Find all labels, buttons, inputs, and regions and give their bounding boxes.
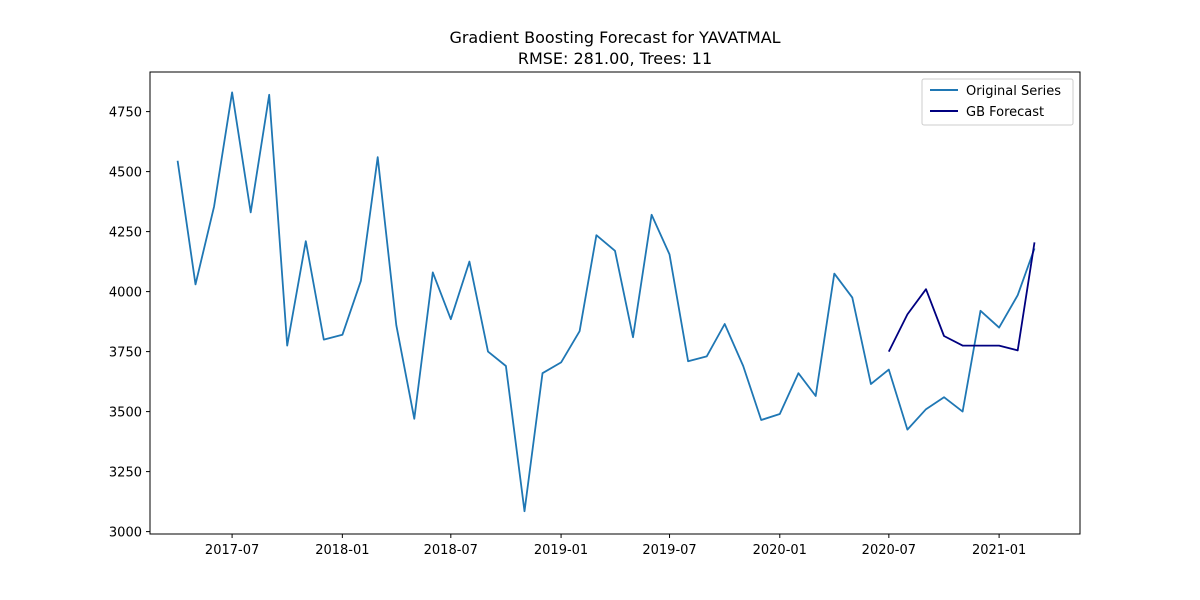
legend-label-original-series: Original Series (966, 84, 1061, 99)
x-tick-label: 2018-01 (315, 543, 369, 558)
y-tick-label: 4000 (109, 286, 142, 301)
series-line-gb-forecast (887, 242, 1036, 353)
y-tick-label: 3250 (109, 466, 142, 481)
y-tick-label: 4750 (109, 106, 142, 121)
legend-label-gb-forecast: GB Forecast (966, 105, 1044, 120)
legend: Original Series GB Forecast (921, 78, 1074, 126)
y-tick-label: 4250 (109, 226, 142, 241)
plot-area (149, 71, 1081, 535)
y-axis: 3000 3250 3500 3750 4000 4250 4500 4750 (109, 106, 150, 541)
y-tick-label: 3000 (109, 526, 142, 541)
x-tick-label: 2019-01 (534, 543, 588, 558)
x-tick-label: 2017-07 (205, 543, 259, 558)
y-tick-label: 3500 (109, 406, 142, 421)
x-tick-label: 2020-07 (862, 543, 916, 558)
x-tick-label: 2021-01 (972, 543, 1026, 558)
chart-subtitle: RMSE: 281.00, Trees: 11 (518, 49, 712, 68)
x-axis: 2017-07 2018-01 2018-07 2019-01 2019-07 2020-… (205, 534, 1026, 558)
x-tick-label: 2018-07 (424, 543, 478, 558)
chart-title: Gradient Boosting Forecast for YAVATMAL (449, 28, 780, 47)
series-line-original-series (176, 91, 1036, 513)
x-tick-label: 2019-07 (642, 543, 696, 558)
legend-box (921, 78, 1074, 126)
series-layer (176, 91, 1036, 513)
y-tick-label: 3750 (109, 346, 142, 361)
y-tick-label: 4500 (109, 166, 142, 181)
x-tick-label: 2020-01 (753, 543, 807, 558)
